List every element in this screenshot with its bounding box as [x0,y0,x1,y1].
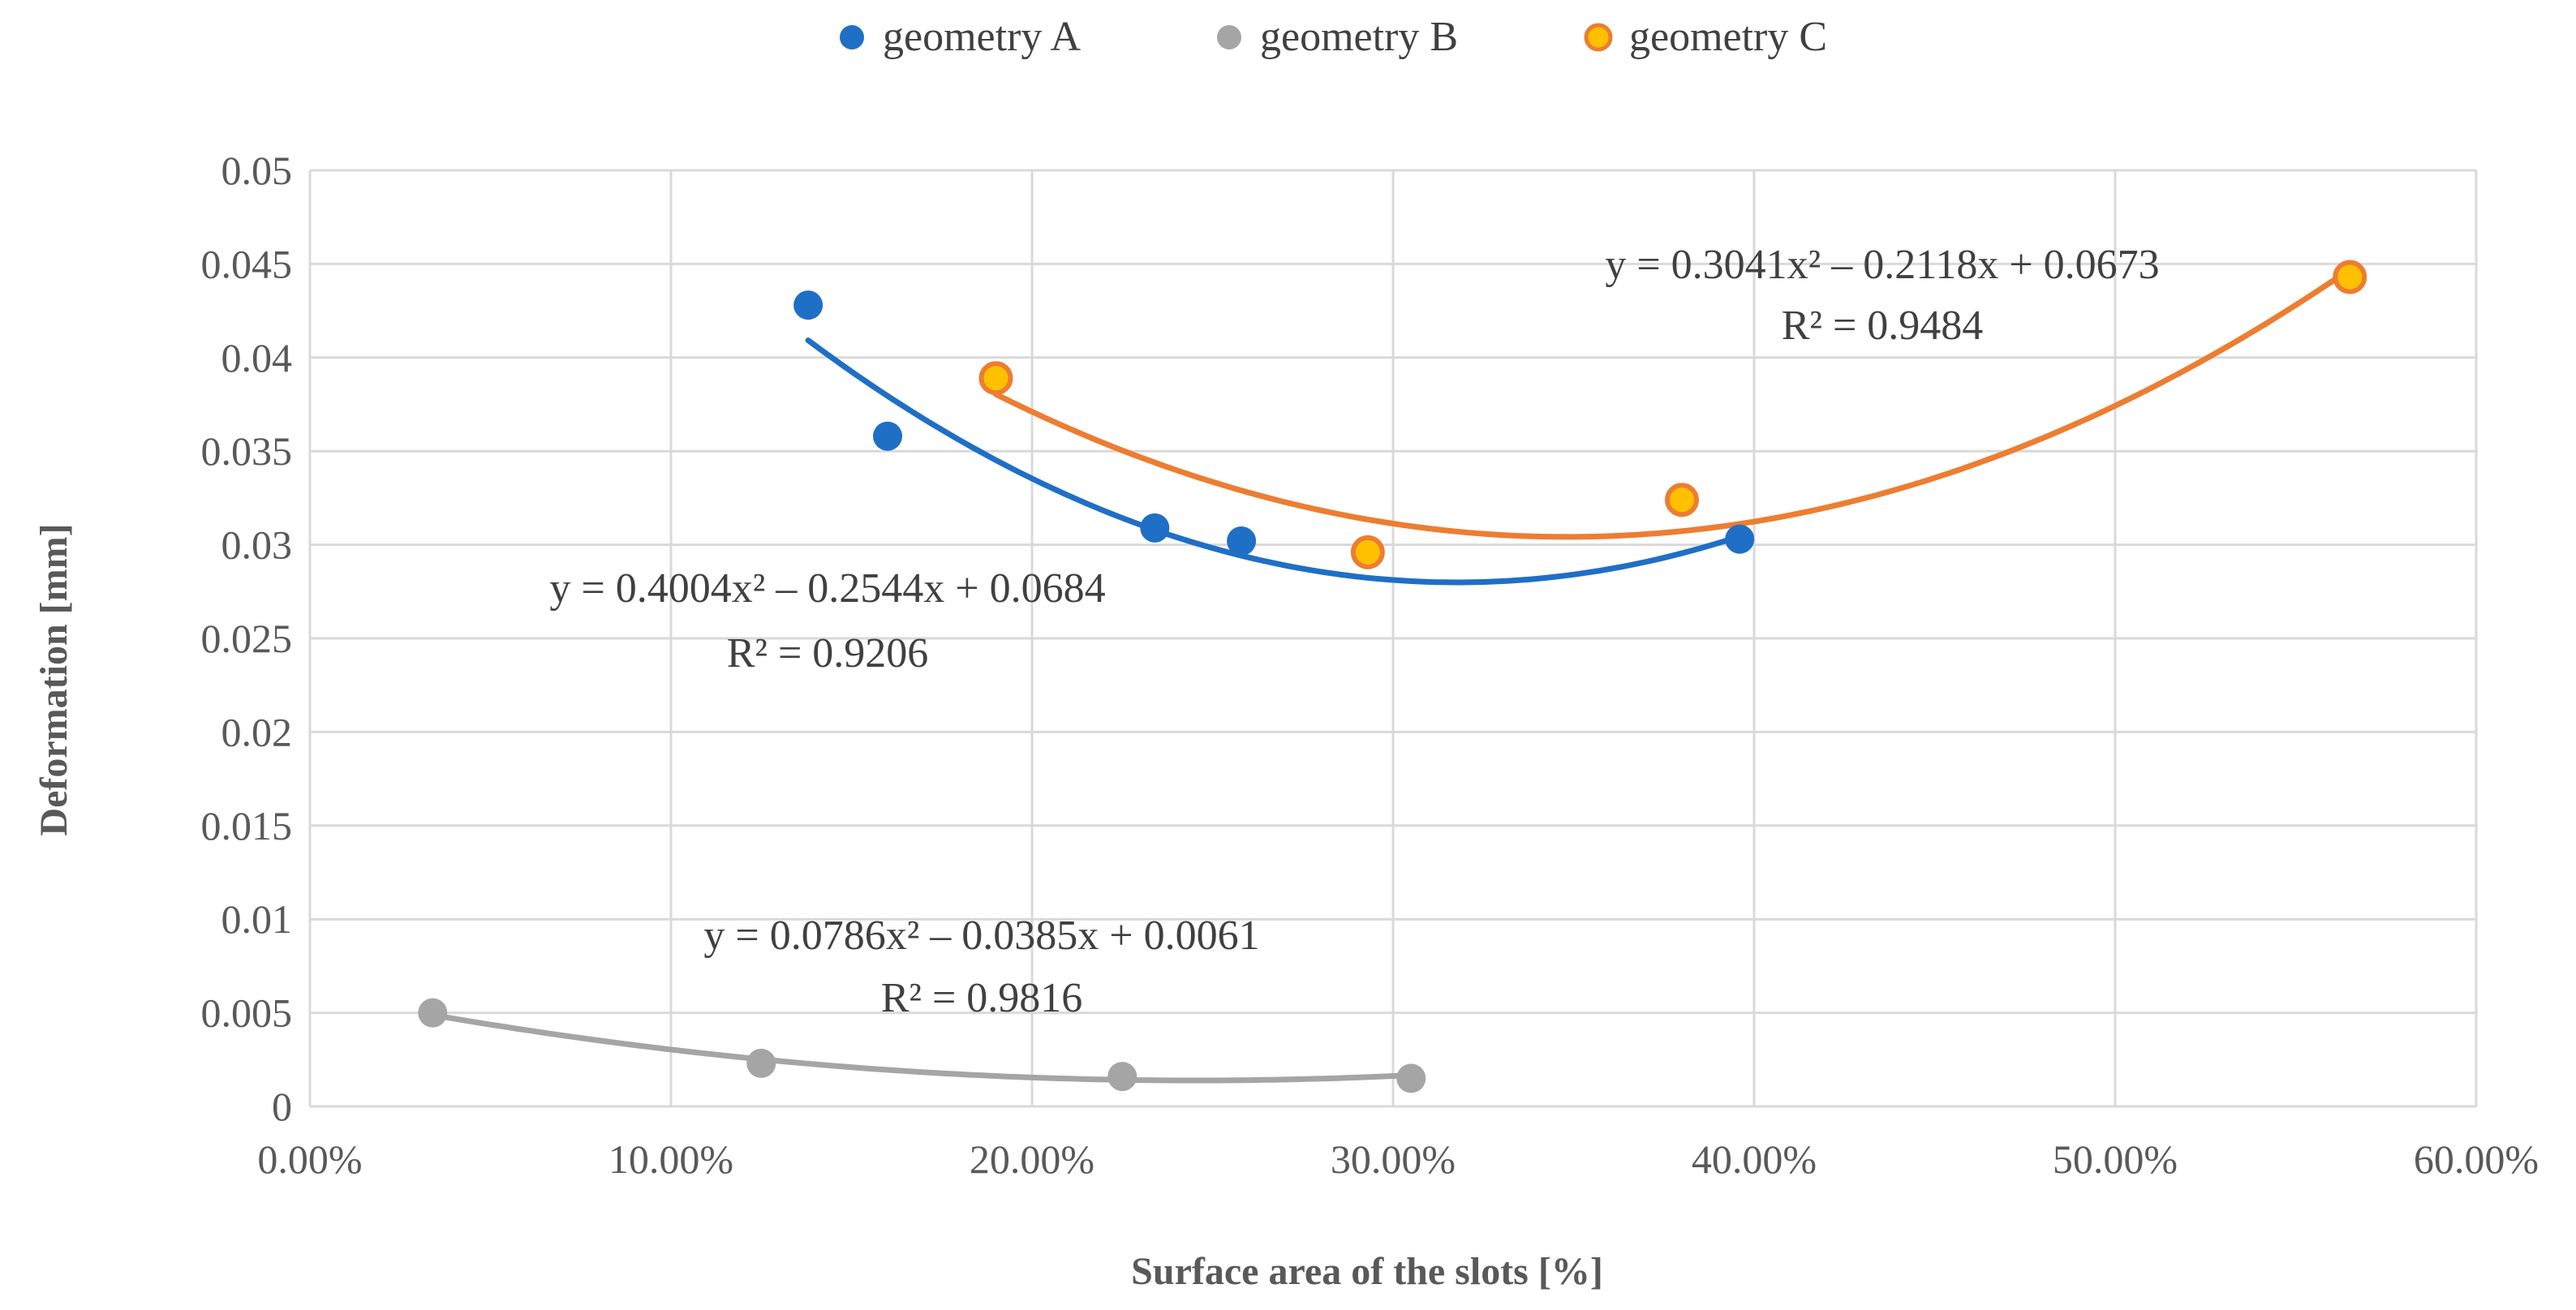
y-tick-label: 0.03 [221,522,293,568]
y-tick-label: 0.045 [201,241,293,286]
legend-item-geometry-c: geometry C [1584,14,1827,60]
y-tick-label: 0.01 [221,896,293,942]
y-tick-label: 0 [272,1084,292,1129]
legend-marker [1584,23,1613,52]
trendline-equation-geometry-a: y = 0.4004x² – 0.2544x + 0.0684 [549,565,1105,612]
data-point-geometry-a [1725,524,1755,554]
legend: geometry A geometry B geometry C [840,14,1827,60]
legend-marker [1217,25,1241,49]
r-squared-geometry-b: R² = 0.9816 [881,975,1083,1021]
data-point-geometry-c [978,361,1013,396]
legend-marker [840,25,864,49]
x-tick-label: 20.00% [970,1136,1094,1182]
y-tick-label: 0.015 [201,803,293,848]
x-tick-label: 10.00% [609,1136,733,1182]
r-squared-geometry-a: R² = 0.9206 [727,630,929,676]
y-tick-label: 0.005 [201,990,293,1036]
y-tick-label: 0.02 [221,709,293,754]
data-point-geometry-a [1140,513,1170,543]
legend-label: geometry B [1260,14,1458,60]
data-point-geometry-a [873,421,902,451]
legend-label: geometry A [883,14,1082,60]
data-point-geometry-b [418,998,448,1028]
grid [308,169,2478,1108]
y-tick-label: 0.04 [221,335,293,380]
y-axis-title: Deformation [mm] [32,523,75,835]
x-tick-label: 40.00% [1692,1136,1817,1182]
data-point-geometry-c [2333,260,2367,294]
data-point-geometry-c [1350,535,1385,569]
x-tick-label: 30.00% [1331,1136,1456,1182]
x-axis-title: Surface area of the slots [%] [1131,1250,1603,1293]
trendline-equations: y = 0.4004x² – 0.2544x + 0.0684 R² = 0.92… [549,242,2159,1021]
y-tick-label: 0.035 [201,428,293,474]
trendline-geometry-b [429,1011,1414,1084]
r-squared-geometry-c: R² = 0.9484 [1782,303,1984,349]
legend-label: geometry C [1629,14,1827,60]
trendline-geometry-a [805,337,1743,586]
x-tick-label: 0.00% [257,1136,362,1182]
y-tick-label: 0.025 [201,616,293,661]
data-point-geometry-b [1107,1062,1137,1092]
x-tick-label: 50.00% [2053,1136,2178,1182]
trendlines [429,266,2353,1084]
trendline-equation-geometry-b: y = 0.0786x² – 0.0385x + 0.0061 [703,913,1259,959]
y-tick-label: 0.05 [221,148,293,193]
legend-item-geometry-a: geometry A [840,14,1082,60]
data-points [418,260,2367,1093]
trendline-equation-geometry-c: y = 0.3041x² – 0.2118x + 0.0673 [1605,242,2159,288]
x-tick-label: 60.00% [2414,1136,2539,1182]
data-point-geometry-a [1227,526,1257,556]
axis-ticks: 0 0.005 0.01 0.015 0.02 0.025 0.03 0.035 0.04 0.0… [201,148,2539,1182]
data-point-geometry-c [1665,483,1699,518]
data-point-geometry-b [1396,1063,1426,1093]
legend-item-geometry-b: geometry B [1217,14,1458,60]
trendline-geometry-c [993,266,2353,540]
data-point-geometry-b [746,1048,776,1078]
data-point-geometry-a [793,290,824,320]
